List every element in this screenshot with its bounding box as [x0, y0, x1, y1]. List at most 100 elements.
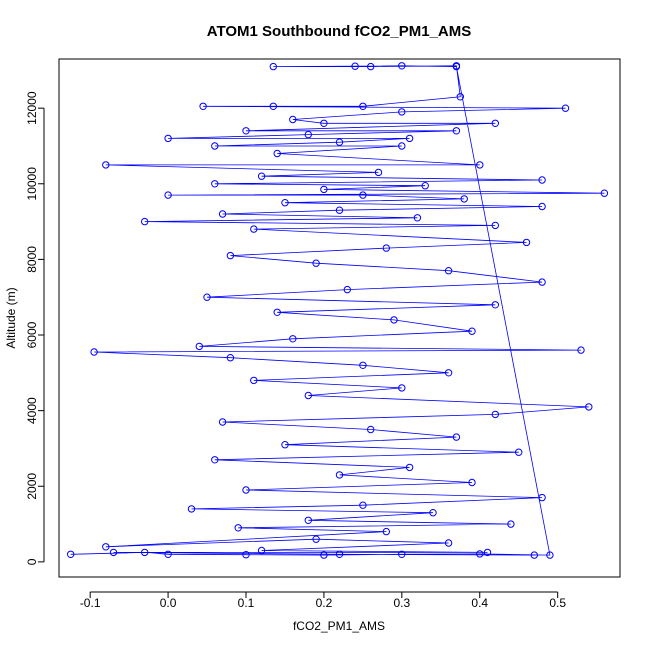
- data-point: [538, 176, 546, 184]
- data-point: [522, 238, 531, 247]
- data-point: [226, 251, 235, 260]
- data-point: [343, 285, 351, 294]
- data-point: [405, 134, 414, 143]
- data-point: [242, 551, 250, 559]
- data-point: [269, 62, 277, 71]
- data-point: [359, 501, 367, 509]
- data-point: [538, 493, 546, 502]
- data-point: [304, 391, 312, 400]
- data-point: [538, 278, 546, 286]
- data-point: [452, 127, 461, 135]
- data-point: [320, 119, 328, 128]
- series-layer: [67, 62, 609, 559]
- data-point: [538, 202, 546, 211]
- data-point: [304, 130, 312, 139]
- data-point: [405, 463, 414, 472]
- data-point: [164, 550, 172, 558]
- data-point: [429, 509, 437, 517]
- y-tick-label: 4000: [25, 397, 39, 424]
- data-point: [468, 327, 476, 335]
- data-point: [195, 342, 204, 351]
- data-point: [234, 524, 242, 532]
- x-tick-label: -0.1: [80, 596, 101, 610]
- data-point: [398, 550, 406, 558]
- data-point: [359, 102, 367, 111]
- plot-frame: [58, 58, 621, 578]
- data-point: [289, 335, 297, 343]
- data-point: [374, 168, 383, 177]
- data-point: [242, 127, 250, 135]
- y-axis: 0 2000 4000 6000 8000 10000 12000: [25, 91, 45, 565]
- data-point: [257, 546, 266, 555]
- series-line: [70, 65, 605, 556]
- data-point: [242, 486, 250, 494]
- x-tick-label: 0.4: [471, 596, 488, 610]
- data-point: [269, 102, 277, 111]
- data-point: [211, 142, 219, 150]
- y-tick-label: 12000: [25, 91, 39, 125]
- data-point: [444, 267, 453, 275]
- data-point: [452, 62, 461, 70]
- data-point: [90, 348, 98, 356]
- data-point: [211, 180, 219, 188]
- data-point: [335, 550, 344, 558]
- data-point: [109, 548, 118, 557]
- data-point: [585, 403, 593, 411]
- y-tick-label: 10000: [25, 167, 39, 201]
- data-point: [320, 551, 328, 559]
- y-tick-label: 8000: [25, 246, 39, 273]
- x-tick-label: 0.1: [238, 596, 255, 610]
- x-axis: -0.1 0.0 0.1 0.2 0.3 0.4 0.5: [80, 591, 566, 610]
- data-point: [312, 259, 320, 267]
- x-tick-label: 0.0: [160, 596, 177, 610]
- data-point: [491, 221, 499, 230]
- data-point: [164, 191, 172, 199]
- y-tick-label: 6000: [25, 321, 39, 348]
- x-tick-label: 0.3: [393, 596, 410, 610]
- data-point: [141, 548, 149, 557]
- data-point: [335, 138, 344, 146]
- y-tick-label: 0: [25, 558, 39, 565]
- data-point: [273, 149, 281, 158]
- data-point: [476, 161, 484, 169]
- data-point: [218, 210, 227, 218]
- y-tick-label: 2000: [25, 473, 39, 500]
- chart-title: ATOM1 Southbound fCO2_PM1_AMS: [207, 23, 471, 40]
- data-point: [421, 182, 429, 190]
- data-point: [102, 543, 110, 551]
- data-point: [452, 433, 461, 441]
- data-point: [187, 505, 196, 513]
- data-point: [257, 172, 266, 180]
- data-point: [250, 225, 258, 233]
- data-point: [398, 142, 406, 150]
- data-point: [367, 62, 375, 71]
- data-point: [456, 93, 464, 101]
- data-point: [491, 119, 499, 128]
- data-point: [476, 550, 484, 558]
- data-point: [211, 456, 219, 464]
- data-point: [483, 548, 492, 557]
- data-point: [491, 410, 499, 419]
- data-point: [335, 471, 344, 479]
- data-point: [398, 108, 406, 116]
- data-point: [530, 551, 538, 559]
- data-point: [281, 441, 289, 449]
- data-point: [507, 520, 515, 528]
- data-point: [382, 244, 390, 252]
- data-point: [367, 425, 375, 434]
- data-point: [460, 195, 468, 203]
- data-point: [273, 308, 281, 316]
- data-point: [312, 535, 320, 543]
- data-point: [320, 185, 328, 194]
- data-point: [289, 115, 297, 124]
- data-point: [141, 217, 149, 226]
- data-point: [382, 527, 390, 536]
- data-point: [164, 134, 172, 143]
- data-point: [359, 191, 367, 199]
- data-point: [561, 104, 570, 112]
- data-point: [351, 62, 359, 70]
- data-point: [203, 293, 211, 301]
- data-point: [199, 102, 207, 111]
- data-point: [250, 376, 258, 385]
